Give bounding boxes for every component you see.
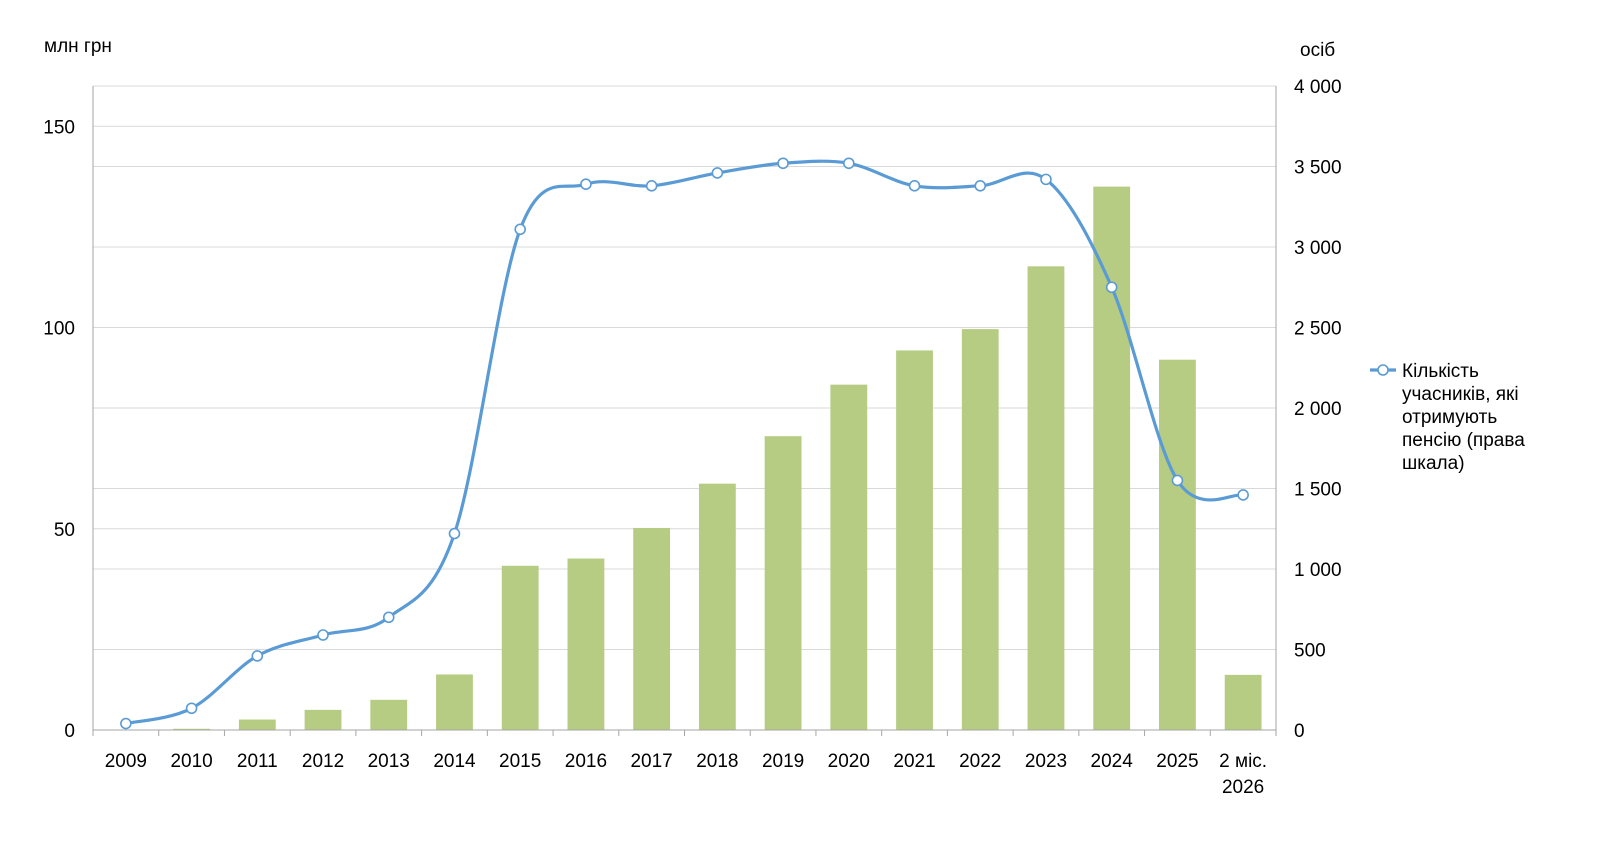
x-tick-label: 2023: [1025, 751, 1067, 772]
x-tick-label: 2011: [237, 751, 278, 772]
bar: [304, 709, 342, 730]
series-point: [645, 180, 658, 192]
series-point: [711, 167, 724, 179]
series-point: [1040, 173, 1052, 186]
x-tick-label: 2020: [828, 751, 870, 772]
x-tick-label: 2019: [762, 751, 804, 772]
series-point: [974, 180, 987, 192]
legend-label: шкала): [1402, 453, 1465, 474]
series-point: [382, 611, 395, 624]
line-series: [120, 157, 1249, 730]
series-point: [251, 650, 264, 662]
bar: [1224, 674, 1262, 730]
right-tick-label: 3 500: [1294, 158, 1342, 179]
bars: [173, 186, 1262, 730]
bar: [1093, 186, 1131, 730]
series-point: [514, 223, 526, 236]
x-tick-label: 2016: [565, 751, 607, 772]
series-point: [1105, 281, 1118, 294]
series-point: [1237, 489, 1249, 501]
x-tick-label: 2012: [302, 751, 344, 772]
bar: [896, 350, 933, 730]
series-point: [448, 527, 461, 540]
right-tick-label: 4 000: [1294, 77, 1342, 98]
x-tick-label: 2024: [1091, 751, 1134, 772]
legend-label: Кількість: [1402, 361, 1479, 382]
left-tick-label: 150: [43, 117, 75, 138]
x-tick-label: 2021: [893, 751, 935, 772]
right-tick-label: 1 000: [1294, 560, 1342, 581]
right-tick-label: 500: [1294, 641, 1326, 662]
legend-label: отримують: [1402, 407, 1497, 428]
bar: [501, 565, 539, 730]
bar: [961, 329, 999, 730]
x-tick-label: 2022: [959, 751, 1001, 772]
right-tick-label: 2 000: [1294, 399, 1342, 420]
x-tick-label: 2010: [170, 751, 212, 772]
x-tick-label: 2013: [368, 751, 410, 772]
bar: [1159, 359, 1196, 730]
right-tick-label: 1 500: [1294, 480, 1342, 501]
bar: [173, 728, 210, 730]
x-tick-label: 2025: [1156, 751, 1198, 772]
x-tick-label: 2017: [630, 751, 672, 772]
bar: [1027, 266, 1065, 730]
bar: [764, 436, 802, 730]
right-tick-label: 0: [1294, 721, 1305, 742]
bar: [238, 719, 276, 730]
right-tick-label: 3 000: [1294, 238, 1342, 259]
right-tick-label: 2 500: [1294, 319, 1342, 340]
bar: [370, 699, 408, 730]
series-point: [580, 178, 592, 191]
left-tick-label: 100: [43, 319, 75, 340]
series-point: [317, 629, 329, 641]
right-axis-label: осіб: [1300, 40, 1335, 61]
bar: [633, 527, 671, 730]
bar: [567, 558, 605, 730]
series-line: [124, 159, 1245, 726]
x-tick-label: 2014: [433, 751, 476, 772]
series-point: [777, 157, 789, 170]
series-point: [120, 717, 132, 730]
x-tick-label: 2009: [105, 751, 147, 772]
x-tick-label: 2018: [696, 751, 738, 772]
left-axis-label: млн грн: [44, 36, 112, 57]
x-tick-label: 2026: [1222, 777, 1264, 798]
series-point: [185, 702, 198, 715]
left-tick-label: 0: [64, 721, 75, 742]
axes: [92, 86, 1277, 736]
legend-label: пенсію (права: [1402, 430, 1525, 451]
bar: [436, 674, 473, 730]
series-point: [1171, 474, 1184, 487]
legend-marker-icon: [1377, 364, 1389, 376]
series-point: [843, 157, 855, 170]
bar: [698, 483, 736, 730]
legend-label: учасників, які: [1402, 384, 1519, 405]
series-point: [908, 180, 921, 192]
x-tick-label: 2 міс.: [1219, 751, 1267, 772]
bar: [830, 384, 868, 730]
gridlines: [93, 85, 1276, 650]
left-tick-label: 50: [54, 520, 75, 541]
tick-labels: 0 50 100 150 0 500 1 000 1 500 2 000 2 500 3 000 3 …: [43, 77, 1341, 798]
x-tick-label: 2015: [499, 751, 541, 772]
